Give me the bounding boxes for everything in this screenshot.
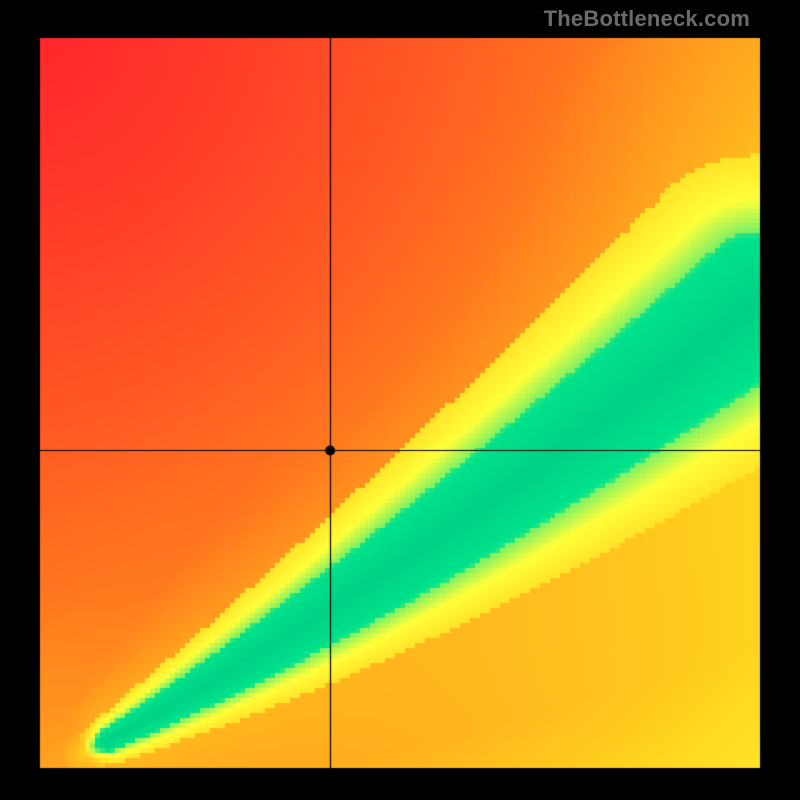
chart-container: TheBottleneck.com xyxy=(0,0,800,800)
heatmap-canvas xyxy=(0,0,800,800)
attribution-label: TheBottleneck.com xyxy=(544,6,750,32)
